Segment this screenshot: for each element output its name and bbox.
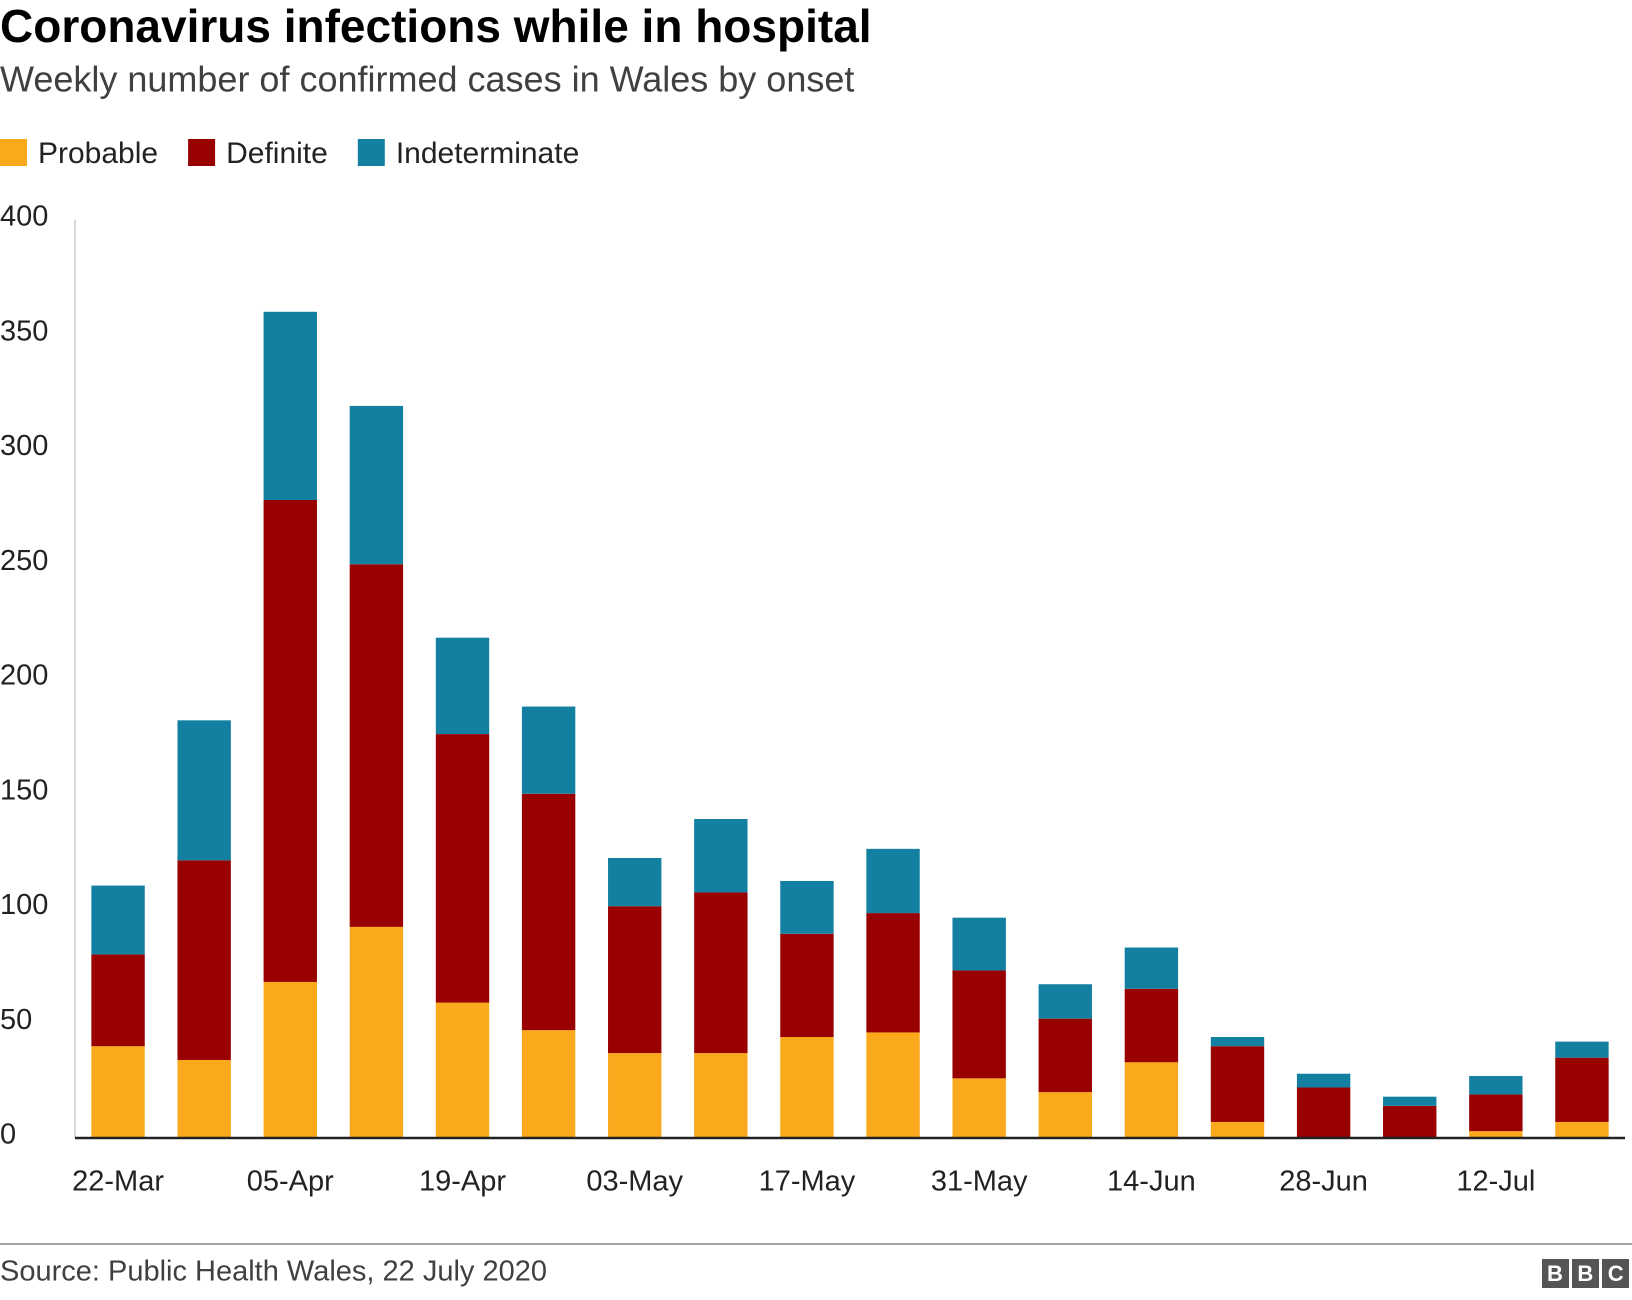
bar-segment <box>1296 1087 1351 1138</box>
logo-box <box>1602 1259 1629 1288</box>
bar-segment <box>1038 984 1092 1019</box>
x-tick-label: 05-Apr <box>247 1166 334 1198</box>
x-tick-label: 03-May <box>586 1166 683 1198</box>
bar-segment <box>435 734 490 1003</box>
bar-segment <box>521 793 576 1031</box>
bar-segment <box>435 1002 490 1138</box>
y-tick-label: 0 <box>0 1119 16 1151</box>
bar-segment <box>177 1059 231 1138</box>
bar-segment <box>866 1032 920 1138</box>
x-tick-label: 28-Jun <box>1279 1166 1368 1198</box>
legend-swatch <box>357 139 385 166</box>
bar-segment <box>1296 1073 1351 1088</box>
legend-swatch <box>0 139 27 166</box>
x-tick-label: 12-Jul <box>1456 1166 1535 1198</box>
bar-segment <box>1124 1062 1179 1138</box>
bar-segment <box>608 858 662 907</box>
bar-segment <box>91 885 145 955</box>
legend-label: Indeterminate <box>396 137 579 170</box>
bar-segment <box>1383 1105 1437 1138</box>
y-tick-label: 200 <box>0 660 48 692</box>
logo: BBC <box>1547 1261 1632 1286</box>
bar-segment <box>780 1037 834 1138</box>
bar-segment <box>866 848 920 914</box>
legend-label: Definite <box>226 137 328 170</box>
bar-segment <box>952 970 1006 1079</box>
y-tick-label: 150 <box>0 774 48 806</box>
bar-segment <box>694 1053 748 1138</box>
bar-segment <box>694 892 748 1054</box>
bar-segment <box>1038 1092 1092 1138</box>
legend-swatch <box>188 139 216 166</box>
bar-segment <box>1383 1096 1437 1106</box>
x-tick-label: 19-Apr <box>419 1166 506 1198</box>
bar-segment <box>1124 988 1179 1063</box>
bar-segment <box>263 311 317 500</box>
source: Source: Public Health Wales, 22 July 202… <box>0 1256 547 1288</box>
bar-segment <box>1469 1094 1523 1132</box>
bar-segment <box>349 405 404 565</box>
bar-segment <box>1555 1121 1609 1138</box>
bar-segment <box>349 564 404 927</box>
bar-segment <box>694 818 748 893</box>
bar-segment <box>952 917 1006 971</box>
bar-segment <box>1038 1018 1092 1093</box>
chart-subtitle: Weekly number of confirmed cases in Wale… <box>0 59 854 100</box>
bar-segment <box>1555 1057 1609 1122</box>
bar-segment <box>349 926 404 1138</box>
chart-title: Coronavirus infections while in hospital <box>0 0 872 52</box>
x-tick-label: 17-May <box>759 1166 856 1198</box>
bar-segment <box>91 954 145 1047</box>
x-tick-label: 22-Mar <box>72 1166 164 1198</box>
logo-box <box>1572 1259 1599 1288</box>
bar-segment <box>1210 1037 1265 1047</box>
legend-label: Probable <box>38 137 158 170</box>
x-tick-label: 14-Jun <box>1107 1166 1196 1198</box>
y-tick-label: 300 <box>0 430 48 462</box>
bar-segment <box>952 1078 1006 1138</box>
bar-segment <box>263 499 317 982</box>
y-tick-label: 350 <box>0 315 48 347</box>
y-tick-label: 50 <box>0 1004 32 1036</box>
bar-segment <box>1124 947 1179 989</box>
x-tick-label: 31-May <box>931 1166 1028 1198</box>
bar-segment <box>177 720 231 861</box>
y-tick-label: 250 <box>0 545 48 577</box>
bar-segment <box>521 706 576 794</box>
bar-segment <box>608 1053 662 1138</box>
bar-segment <box>263 981 317 1138</box>
bar-segment <box>780 933 834 1038</box>
bar-segment <box>521 1030 576 1138</box>
y-tick-label: 400 <box>0 201 48 233</box>
bar-segment <box>780 880 834 934</box>
bar-segment <box>177 860 231 1060</box>
bar-segment <box>866 913 920 1033</box>
bar-segment <box>435 637 490 735</box>
bar-segment <box>1210 1121 1265 1138</box>
bar-segment <box>608 906 662 1054</box>
logo-box <box>1542 1259 1569 1288</box>
y-tick-label: 100 <box>0 889 48 921</box>
bar-segment <box>1210 1046 1265 1122</box>
bar-segment <box>1469 1076 1523 1095</box>
bar-segment <box>1555 1041 1609 1058</box>
bar-segment <box>91 1046 145 1138</box>
bar-segment <box>1469 1131 1523 1138</box>
